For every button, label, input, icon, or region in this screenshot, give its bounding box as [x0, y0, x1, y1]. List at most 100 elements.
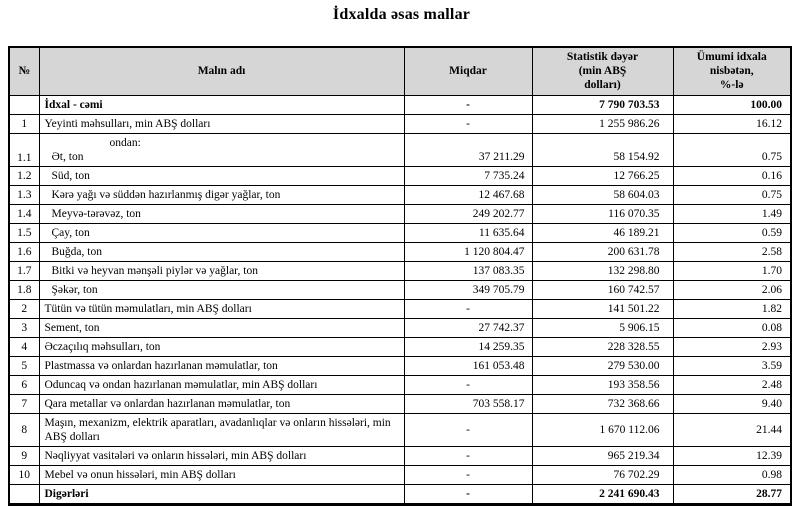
good-name-cell: Süd, ton	[38, 165, 405, 186]
share-cell: 3.59	[672, 355, 792, 376]
good-name-cell: Bitki və heyvan mənşəli piylər və yağlar…	[38, 260, 405, 281]
table-row: 1.8 Şəkər, ton 349 705.79 160 742.57 2.06	[8, 279, 792, 300]
share-cell: 0.75	[672, 132, 792, 167]
row-number-cell: 3	[8, 317, 40, 338]
share-cell: 1.70	[672, 260, 792, 281]
quantity-cell: -	[403, 94, 533, 115]
quantity-cell: 703 558.17	[403, 393, 533, 414]
good-name-cell: Maşın, mexanizm, elektrik aparatları, av…	[38, 412, 405, 447]
good-name-cell: Plastmassa və onlardan hazırlanan məmula…	[38, 355, 405, 376]
table-row: 10 Mebel və onun hissələri, min ABŞ dolla…	[8, 464, 792, 485]
quantity-cell: -	[403, 483, 533, 505]
table-row: 1.2 Süd, ton 7 735.24 12 766.25 0.16	[8, 165, 792, 186]
row-number-cell: 1.3	[8, 184, 40, 205]
row-number-cell: 1	[8, 113, 40, 134]
good-name-cell: Digərləri	[38, 483, 405, 505]
table-row: 9 Nəqliyyat vasitələri və onların hissələ…	[8, 445, 792, 466]
share-cell: 100.00	[672, 94, 792, 115]
row-number-cell: 1.6	[8, 241, 40, 262]
quantity-cell: 249 202.77	[403, 203, 533, 224]
good-name-cell: Əczaçılıq məhsulları, ton	[38, 336, 405, 357]
share-cell: 2.06	[672, 279, 792, 300]
share-cell: 28.77	[672, 483, 792, 505]
table-row: 1.6 Buğda, ton 1 120 804.47 200 631.78 2.58	[8, 241, 792, 262]
page-title: İdxalda əsas mallar	[332, 6, 471, 23]
quantity-cell: -	[403, 374, 533, 395]
statistical-value-cell: 58 154.92	[531, 132, 674, 167]
header-statistical-value: Statistik dəyər (min ABŞ dolları)	[531, 46, 674, 96]
quantity-cell: -	[403, 113, 533, 134]
share-cell: 0.59	[672, 222, 792, 243]
share-cell: 21.44	[672, 412, 792, 447]
table-row: 1.7 Bitki və heyvan mənşəli piylər və yağ…	[8, 260, 792, 281]
share-cell: 0.75	[672, 184, 792, 205]
statistical-value-cell: 200 631.78	[531, 241, 674, 262]
share-cell: 2.93	[672, 336, 792, 357]
statistical-value-cell: 228 328.55	[531, 336, 674, 357]
goods-table: № Malın adı Miqdar Statistik dəyər (min …	[8, 46, 792, 506]
row-number-cell: 10	[8, 464, 40, 485]
share-cell: 1.49	[672, 203, 792, 224]
quantity-cell: -	[403, 298, 533, 319]
good-name-cell: Şəkər, ton	[38, 279, 405, 300]
statistical-value-cell: 76 702.29	[531, 464, 674, 485]
statistical-value-cell: 116 070.35	[531, 203, 674, 224]
good-name-cell: Çay, ton	[38, 222, 405, 243]
row-number-cell: 4	[8, 336, 40, 357]
statistical-value-cell: 141 501.22	[531, 298, 674, 319]
group-sublabel: ondan:	[109, 136, 141, 149]
good-name-cell: Kərə yağı və süddən hazırlanmış digər ya…	[38, 184, 405, 205]
quantity-cell: 37 211.29	[403, 132, 533, 167]
table-row: 1.1 ondan: Ət, ton 37 211.29 58 154.92 0.75	[8, 132, 792, 167]
statistical-value-cell: 46 189.21	[531, 222, 674, 243]
statistical-value-cell: 965 219.34	[531, 445, 674, 466]
table-row: 7 Qara metallar və onlardan hazırlanan mə…	[8, 393, 792, 414]
row-number-cell: 1.8	[8, 279, 40, 300]
table-row: 5 Plastmassa və onlardan hazırlanan məmul…	[8, 355, 792, 376]
statistical-value-cell: 58 604.03	[531, 184, 674, 205]
table-row: 1.3 Kərə yağı və süddən hazırlanmış digər…	[8, 184, 792, 205]
statistical-value-cell: 732 368.66	[531, 393, 674, 414]
share-cell: 0.08	[672, 317, 792, 338]
table-row: 3 Sement, ton 27 742.37 5 906.15 0.08	[8, 317, 792, 338]
table-row: 1.5 Çay, ton 11 635.64 46 189.21 0.59	[8, 222, 792, 243]
good-name-cell: Meyvə-tərəvəz, ton	[38, 203, 405, 224]
table-row: 4 Əczaçılıq məhsulları, ton 14 259.35 228 3…	[8, 336, 792, 357]
header-good-name: Malın adı	[38, 46, 405, 96]
header-no: №	[8, 46, 40, 96]
good-name-cell: Tütün və tütün məmulatları, min ABŞ doll…	[38, 298, 405, 319]
good-name-cell: ondan: Ət, ton	[38, 132, 405, 167]
row-number-cell: 6	[8, 374, 40, 395]
quantity-cell: 137 083.35	[403, 260, 533, 281]
row-number-cell	[8, 94, 40, 115]
row-number-cell: 1.5	[8, 222, 40, 243]
share-cell: 9.40	[672, 393, 792, 414]
share-cell: 2.48	[672, 374, 792, 395]
row-number-cell: 5	[8, 355, 40, 376]
table-row: 1 Yeyinti məhsulları, min ABŞ dolları -1 2…	[8, 113, 792, 134]
row-number-cell: 9	[8, 445, 40, 466]
table-row: İdxal - cəmi -7 790 703.53 100.00	[8, 94, 792, 115]
statistical-value-cell: 193 358.56	[531, 374, 674, 395]
quantity-cell: 12 467.68	[403, 184, 533, 205]
statistical-value-cell: 160 742.57	[531, 279, 674, 300]
table-row: 8 Maşın, mexanizm, elektrik aparatları, a…	[8, 412, 792, 447]
quantity-cell: -	[403, 445, 533, 466]
quantity-cell: 349 705.79	[403, 279, 533, 300]
good-name-cell: Yeyinti məhsulları, min ABŞ dolları	[38, 113, 405, 134]
statistical-value-cell: 5 906.15	[531, 317, 674, 338]
share-cell: 2.58	[672, 241, 792, 262]
quantity-cell: -	[403, 464, 533, 485]
good-name-cell: Oduncaq və ondan hazırlanan məmulatlar, …	[38, 374, 405, 395]
share-cell: 1.82	[672, 298, 792, 319]
row-number-cell: 1.7	[8, 260, 40, 281]
good-name-cell: Sement, ton	[38, 317, 405, 338]
quantity-cell: 7 735.24	[403, 165, 533, 186]
quantity-cell: 14 259.35	[403, 336, 533, 357]
good-name-cell: Buğda, ton	[38, 241, 405, 262]
statistical-value-cell: 12 766.25	[531, 165, 674, 186]
quantity-cell: 27 742.37	[403, 317, 533, 338]
row-number-cell: 1.2	[8, 165, 40, 186]
table-row: 1.4 Meyvə-tərəvəz, ton 249 202.77 116 070.3…	[8, 203, 792, 224]
row-number-cell: 2	[8, 298, 40, 319]
